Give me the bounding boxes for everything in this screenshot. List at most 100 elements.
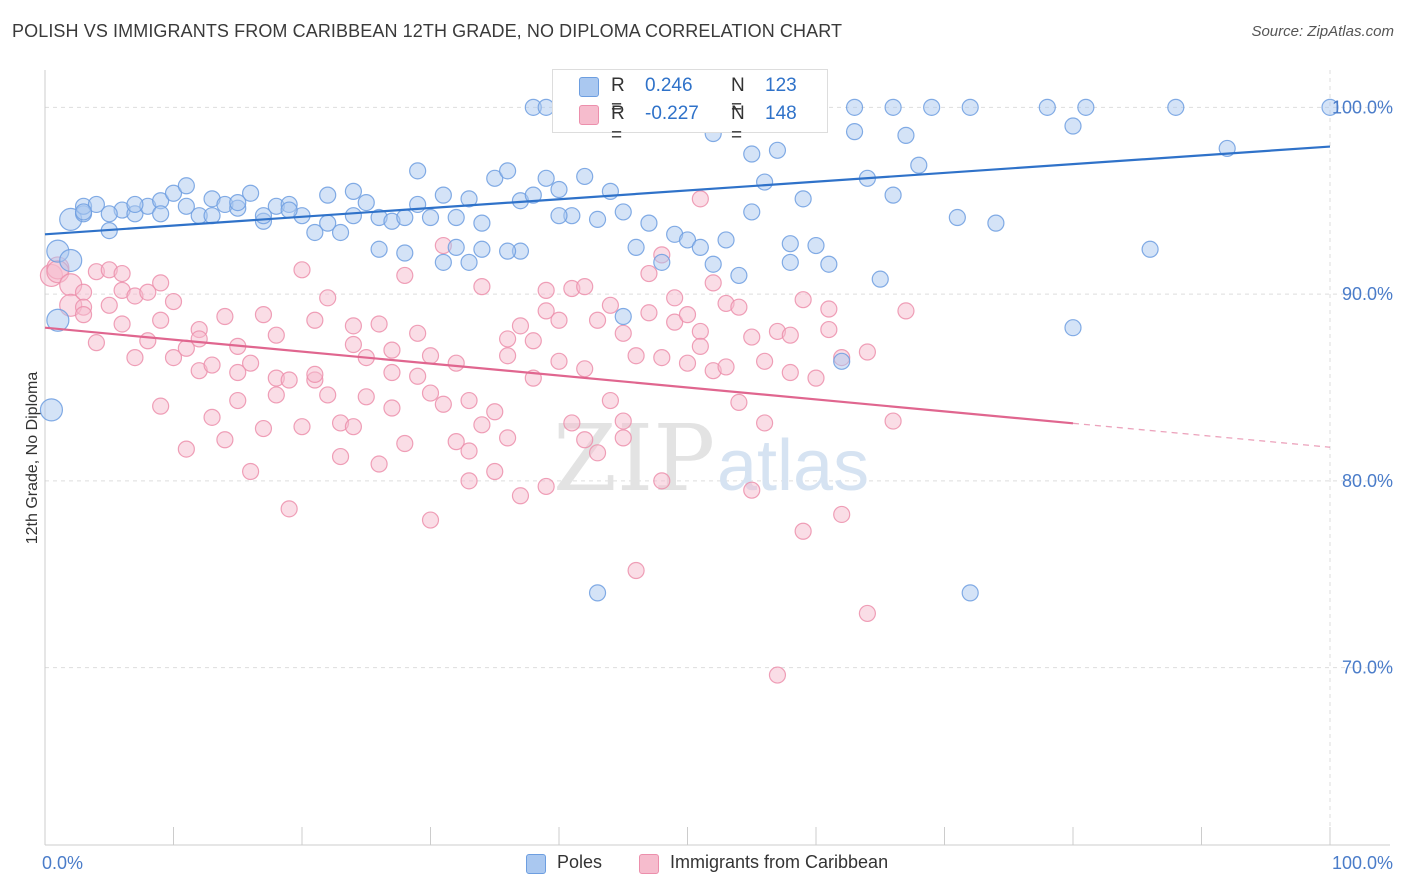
n-label: N = bbox=[731, 103, 745, 146]
caribbean-point bbox=[203, 356, 221, 374]
poles-point bbox=[717, 231, 735, 249]
caribbean-point bbox=[139, 283, 157, 301]
caribbean-point bbox=[576, 360, 594, 378]
caribbean-point bbox=[306, 365, 324, 383]
caribbean-point bbox=[627, 561, 645, 580]
caribbean-point bbox=[858, 604, 877, 623]
caribbean-point bbox=[768, 666, 787, 684]
caribbean-point bbox=[113, 315, 131, 333]
caribbean-point bbox=[293, 418, 311, 436]
caribbean-point bbox=[113, 264, 131, 283]
poles-point bbox=[704, 255, 722, 273]
caribbean-point bbox=[344, 317, 362, 335]
caribbean-point bbox=[139, 332, 157, 350]
poles-point bbox=[845, 98, 864, 116]
caribbean-point bbox=[666, 289, 684, 307]
poles-point bbox=[820, 255, 838, 273]
poles-point bbox=[845, 123, 864, 141]
caribbean-point bbox=[550, 352, 568, 370]
caribbean-point bbox=[537, 281, 555, 299]
poles-point bbox=[357, 193, 375, 212]
caribbean-point bbox=[653, 472, 671, 490]
poles-point bbox=[434, 253, 452, 271]
poles-point bbox=[254, 207, 273, 225]
poles-point bbox=[87, 195, 106, 214]
caribbean-point bbox=[216, 431, 234, 449]
caribbean-point bbox=[267, 386, 285, 404]
caribbean-point bbox=[781, 326, 799, 344]
poles-point bbox=[627, 238, 645, 257]
poles-point bbox=[370, 240, 388, 258]
caribbean-point bbox=[177, 440, 195, 458]
caribbean-point bbox=[691, 190, 709, 208]
poles-point bbox=[1064, 117, 1082, 135]
caribbean-point bbox=[319, 386, 337, 404]
gridlines bbox=[45, 70, 1390, 845]
poles-point bbox=[396, 244, 414, 262]
poles-point bbox=[434, 186, 452, 204]
caribbean-point bbox=[473, 416, 491, 434]
poles-point bbox=[319, 186, 337, 204]
caribbean-point bbox=[653, 348, 671, 367]
poles-point bbox=[499, 162, 517, 180]
poles-point bbox=[537, 169, 555, 187]
poles-point bbox=[884, 186, 902, 204]
poles-point bbox=[152, 205, 170, 223]
caribbean-point bbox=[588, 444, 607, 462]
poles-point bbox=[743, 203, 761, 221]
caribbean-point bbox=[614, 412, 632, 430]
caribbean-point bbox=[447, 433, 465, 451]
poles-point bbox=[653, 253, 671, 271]
caribbean-point bbox=[126, 348, 144, 367]
caribbean-point bbox=[280, 500, 298, 518]
poles-point bbox=[524, 186, 542, 204]
watermark-atlas: atlas bbox=[717, 426, 869, 506]
caribbean-point bbox=[383, 399, 401, 417]
caribbean-point bbox=[743, 328, 761, 346]
poles-point bbox=[473, 214, 491, 232]
caribbean-point bbox=[550, 311, 568, 329]
caribbean-point bbox=[755, 352, 774, 370]
caribbean-point bbox=[254, 419, 273, 438]
y-tick-label: 70.0% bbox=[1342, 658, 1393, 678]
trend-line-dashed bbox=[1072, 422, 1331, 448]
poles-point bbox=[203, 207, 221, 225]
caribbean-point bbox=[743, 481, 761, 499]
caribbean-point bbox=[409, 367, 427, 385]
caribbean-point bbox=[383, 341, 401, 359]
caribbean-point bbox=[87, 334, 106, 352]
caribbean-point bbox=[704, 274, 722, 292]
caribbean-point bbox=[730, 393, 748, 412]
caribbean-point bbox=[421, 511, 440, 529]
poles-point bbox=[1064, 319, 1082, 337]
poles-point bbox=[588, 584, 607, 602]
caribbean-point bbox=[152, 311, 170, 329]
caribbean-point bbox=[74, 306, 93, 324]
caribbean-point bbox=[203, 408, 221, 426]
caribbean-point bbox=[730, 298, 748, 316]
trend-lines bbox=[44, 145, 1331, 448]
y-tick-label: 100.0% bbox=[1332, 97, 1393, 117]
tick-labels: 70.0% 80.0% 90.0% 100.0% 0.0% 100.0% bbox=[42, 97, 1393, 873]
poles-point bbox=[177, 197, 195, 215]
poles-point bbox=[948, 208, 966, 227]
poles-point bbox=[460, 253, 478, 271]
caribbean-point bbox=[306, 311, 324, 329]
caribbean-point bbox=[100, 296, 118, 314]
caribbean-point bbox=[666, 313, 684, 331]
caribbean-point bbox=[409, 324, 427, 342]
poles-point bbox=[678, 231, 697, 249]
caribbean-legend-swatch bbox=[639, 854, 659, 874]
poles-point bbox=[242, 184, 260, 202]
caribbean-point bbox=[537, 477, 555, 496]
r-label: R = bbox=[611, 75, 625, 118]
poles-point bbox=[421, 208, 440, 227]
caribbean-point bbox=[216, 307, 234, 326]
poles-point bbox=[614, 307, 632, 326]
poles-point bbox=[730, 266, 748, 285]
poles-point bbox=[473, 240, 491, 258]
n-label: N = bbox=[731, 75, 745, 118]
caribbean-point bbox=[511, 487, 530, 505]
poles-point bbox=[46, 308, 70, 332]
